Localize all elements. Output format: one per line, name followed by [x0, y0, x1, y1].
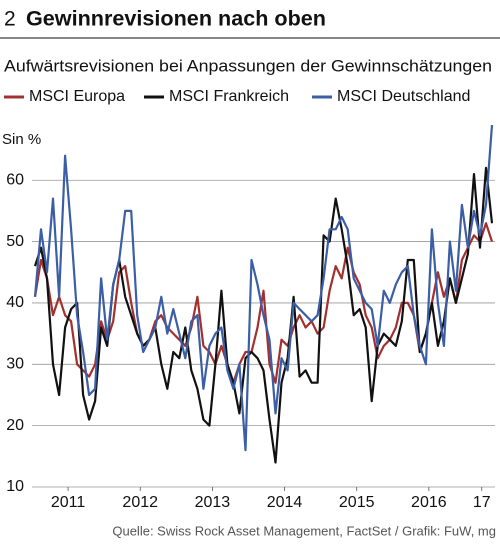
y-tick-label: 10 [6, 478, 24, 495]
x-tick-label: 2011 [51, 494, 86, 511]
chart-title: Gewinnrevisionen nach oben [26, 8, 326, 31]
series-line [33, 124, 494, 452]
source-note: Quelle: Swiss Rock Asset Management, Fac… [112, 523, 496, 538]
y-tick-label: 40 [6, 294, 24, 311]
y-tick-label: 50 [6, 233, 24, 250]
x-tick-label: 2015 [339, 494, 375, 511]
x-tick-label: 2016 [411, 494, 447, 511]
x-tick-label: 2012 [122, 494, 158, 511]
legend-label: MSCI Deutschland [337, 88, 470, 105]
legend-label: MSCI Europa [29, 88, 125, 105]
y-tick-label: 20 [6, 417, 24, 434]
x-tick-label: 2014 [267, 494, 303, 511]
x-tick-label: 17 [473, 494, 491, 511]
chart-subtitle: Aufwärtsrevisionen bei Anpassungen der G… [4, 56, 492, 75]
x-tick-label: 2013 [195, 494, 231, 511]
y-tick-label: 60 [6, 171, 24, 188]
legend-label: MSCI Frankreich [169, 88, 289, 105]
chart-number: 2 [4, 8, 16, 31]
y-tick-label: 30 [6, 356, 24, 373]
y-axis-label: Sin % [2, 131, 41, 148]
